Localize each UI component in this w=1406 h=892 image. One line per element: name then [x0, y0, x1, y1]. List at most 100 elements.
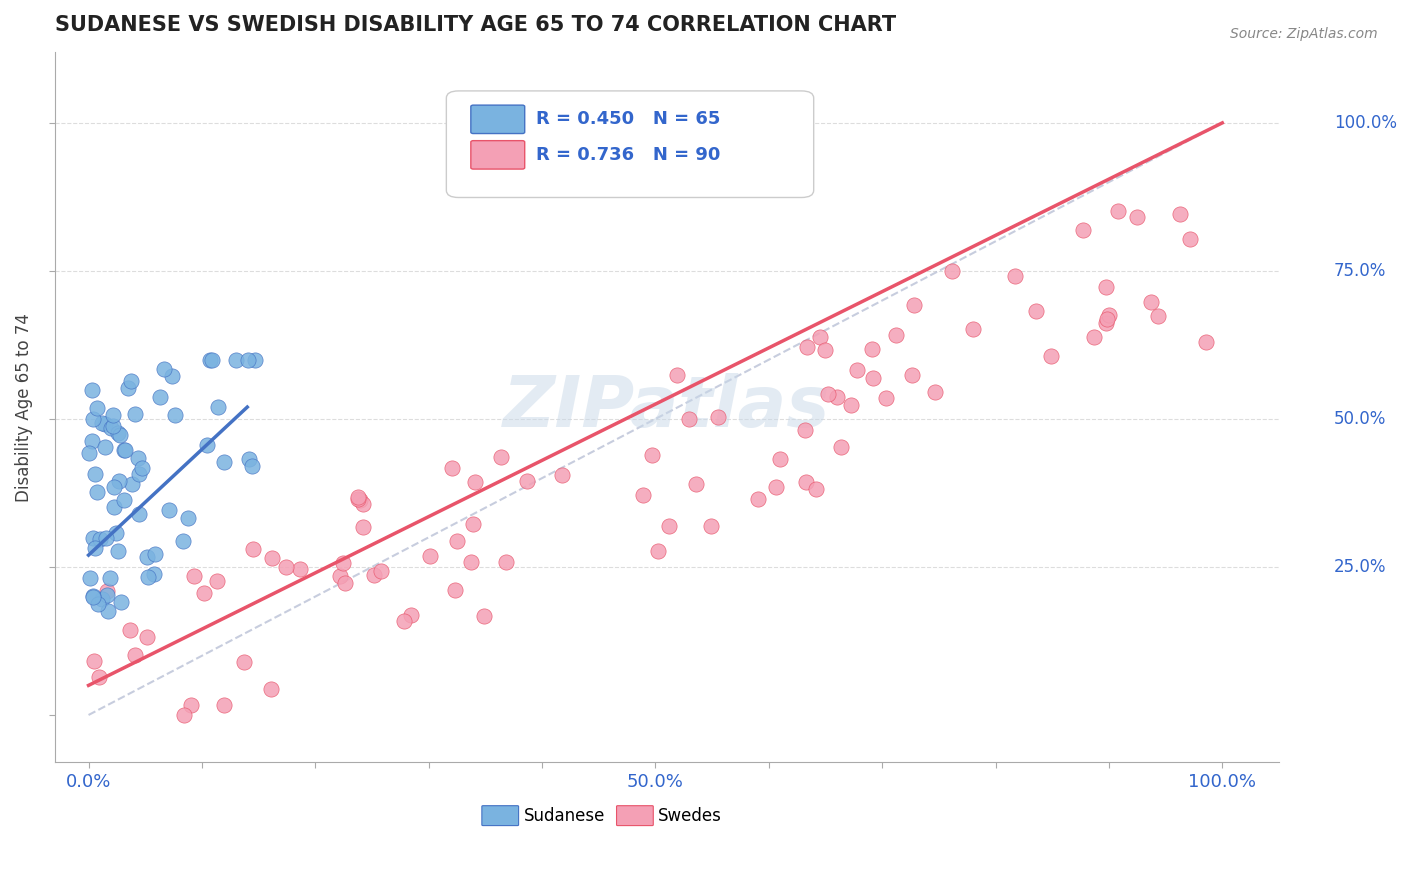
Point	[238, 451, 260, 466]
Point	[96, 531, 118, 545]
Point	[444, 582, 467, 597]
Point	[110, 428, 132, 442]
Point	[370, 564, 392, 578]
Point	[103, 480, 125, 494]
Point	[394, 615, 416, 629]
Point	[114, 442, 136, 457]
Point	[461, 516, 484, 531]
Text: SUDANESE VS SWEDISH DISABILITY AGE 65 TO 74 CORRELATION CHART: SUDANESE VS SWEDISH DISABILITY AGE 65 TO…	[55, 15, 896, 35]
Point	[136, 570, 159, 584]
Point	[143, 547, 166, 561]
Point	[82, 589, 104, 603]
Text: Swedes: Swedes	[658, 806, 723, 824]
Point	[441, 461, 464, 475]
Point	[152, 362, 174, 376]
Point	[242, 459, 264, 474]
Point	[120, 374, 142, 388]
Point	[79, 571, 101, 585]
Point	[198, 352, 221, 367]
Point	[1094, 280, 1116, 294]
Point	[107, 425, 129, 440]
Point	[124, 407, 146, 421]
Point	[121, 476, 143, 491]
Point	[124, 648, 146, 662]
Point	[98, 571, 121, 585]
Point	[1139, 295, 1161, 310]
Point	[82, 531, 104, 545]
Point	[1025, 304, 1047, 318]
Point	[419, 549, 441, 563]
Point	[1168, 206, 1191, 220]
Text: 25.0%: 25.0%	[1334, 558, 1386, 576]
Point	[84, 541, 107, 555]
Point	[845, 362, 868, 376]
Point	[839, 398, 862, 412]
Point	[96, 588, 118, 602]
FancyBboxPatch shape	[617, 805, 654, 826]
Point	[82, 591, 104, 605]
Point	[160, 369, 183, 384]
Point	[87, 670, 110, 684]
Point	[242, 541, 264, 556]
Point	[117, 381, 139, 395]
Point	[765, 480, 787, 494]
Point	[97, 604, 120, 618]
Point	[276, 559, 298, 574]
Y-axis label: Disability Age 65 to 74: Disability Age 65 to 74	[15, 313, 32, 501]
Point	[707, 409, 730, 424]
Point	[245, 352, 267, 367]
Point	[401, 608, 423, 623]
Text: R = 0.450   N = 65: R = 0.450 N = 65	[536, 111, 720, 128]
Point	[495, 555, 517, 569]
Point	[335, 576, 357, 591]
Point	[464, 475, 486, 489]
Point	[91, 417, 114, 431]
Point	[699, 519, 721, 533]
Point	[1040, 349, 1063, 363]
Point	[1195, 334, 1218, 349]
Point	[794, 423, 817, 437]
Point	[80, 383, 103, 397]
Point	[352, 497, 374, 511]
Point	[177, 510, 200, 524]
Point	[214, 698, 236, 713]
Point	[165, 408, 187, 422]
Point	[104, 525, 127, 540]
Point	[875, 391, 897, 405]
Point	[107, 544, 129, 558]
Point	[103, 500, 125, 514]
Point	[236, 352, 259, 367]
Point	[96, 584, 118, 599]
Point	[84, 467, 107, 481]
Point	[665, 368, 688, 383]
Point	[233, 655, 256, 669]
FancyBboxPatch shape	[446, 91, 814, 197]
Point	[647, 544, 669, 558]
Point	[114, 442, 136, 457]
Point	[1126, 211, 1149, 225]
Point	[93, 441, 115, 455]
Point	[225, 352, 247, 367]
Point	[207, 401, 229, 415]
Point	[173, 708, 195, 723]
Point	[128, 507, 150, 521]
Point	[814, 343, 837, 357]
Point	[288, 562, 311, 576]
Point	[127, 451, 149, 466]
Point	[489, 450, 512, 465]
Point	[685, 477, 707, 491]
Point	[768, 451, 790, 466]
Point	[1098, 308, 1121, 322]
Point	[1146, 309, 1168, 323]
Point	[212, 455, 235, 469]
Point	[962, 322, 984, 336]
Point	[135, 630, 157, 644]
Point	[87, 597, 110, 611]
FancyBboxPatch shape	[482, 805, 519, 826]
Point	[641, 448, 664, 462]
Point	[747, 492, 769, 507]
Point	[1094, 316, 1116, 330]
Text: 50.0%: 50.0%	[1334, 410, 1386, 428]
Point	[1107, 204, 1129, 219]
Point	[796, 340, 818, 354]
